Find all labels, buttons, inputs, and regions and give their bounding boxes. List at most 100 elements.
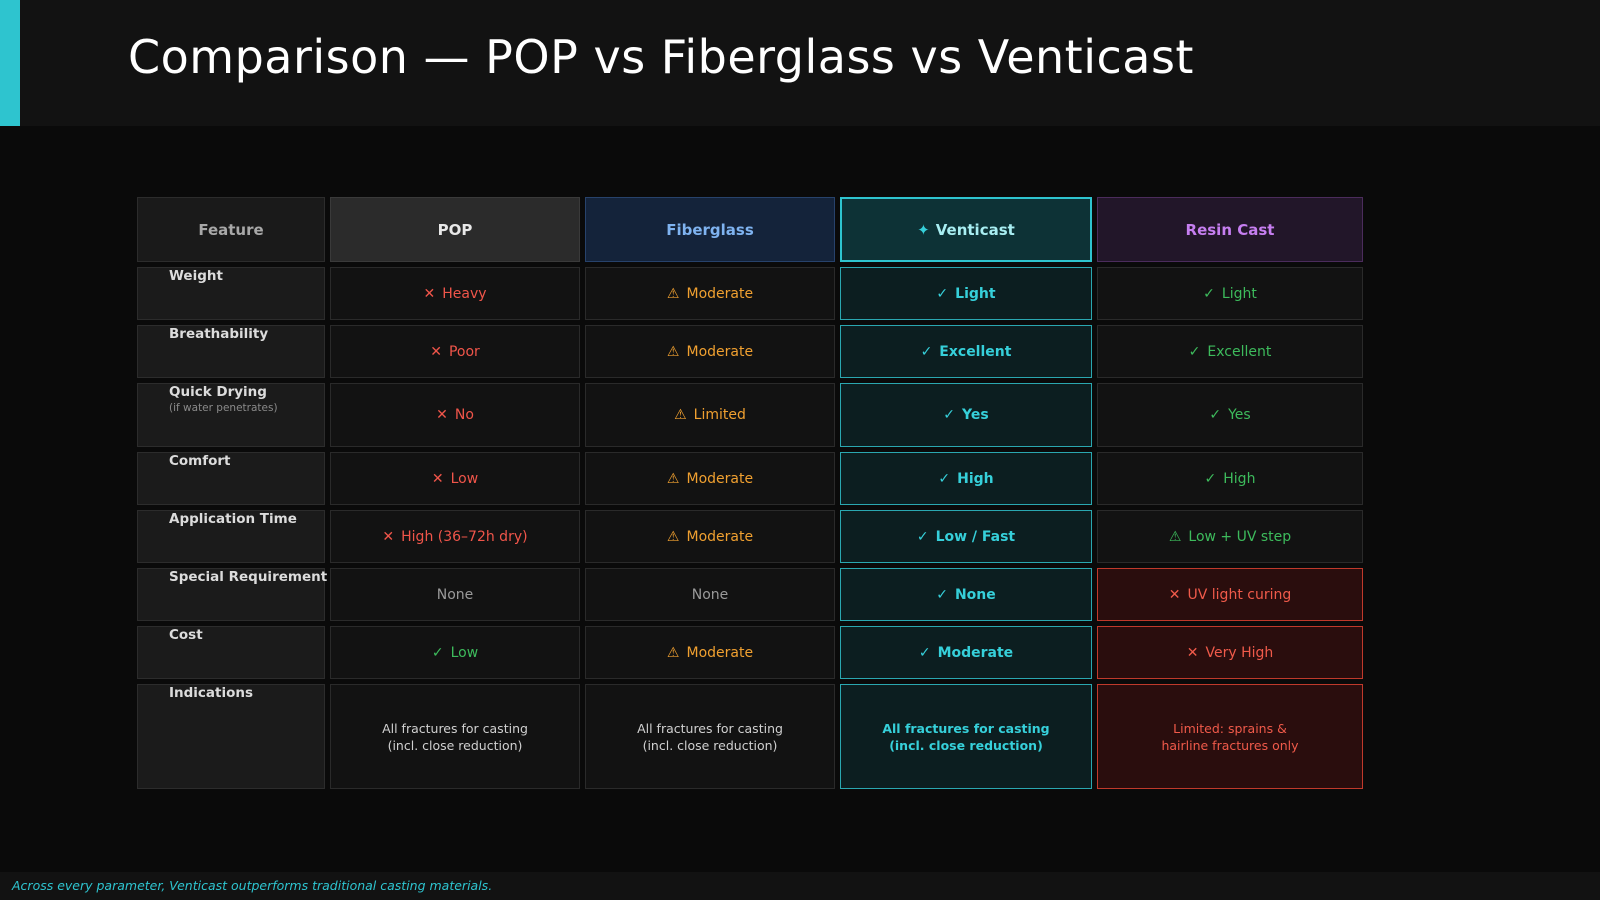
- cell-resin-quick-drying: ✓ Yes: [1097, 383, 1363, 447]
- cell-value: High: [957, 470, 994, 487]
- cell-venticast-application-time: ✓ Low / Fast: [840, 510, 1092, 563]
- cell-value: Moderate: [686, 528, 754, 545]
- cell-value: Low / Fast: [935, 528, 1016, 545]
- check-icon: ✓: [920, 343, 933, 360]
- cell-fiberglass-cost: ⚠ Moderate: [585, 626, 835, 679]
- cell-value: Light: [955, 285, 996, 302]
- cell-value: Heavy: [442, 285, 487, 302]
- comparison-table: Feature POP Fiberglass ✦ Venticast Resin…: [137, 197, 1363, 789]
- cell-pop-weight: ✕ Heavy: [330, 267, 580, 320]
- feature-label: Indications: [169, 685, 254, 701]
- cell-pop-indications: All fractures for casting (incl. close r…: [330, 684, 580, 789]
- feature-comfort: Comfort: [137, 452, 325, 505]
- cell-value: Excellent: [939, 343, 1012, 360]
- cell-pop-comfort: ✕ Low: [330, 452, 580, 505]
- check-icon: ✓: [938, 470, 951, 487]
- cell-venticast-special-requirement: ✓ None: [840, 568, 1092, 621]
- sparkle-icon: ✦: [917, 220, 930, 239]
- cell-line: (incl. close reduction): [387, 737, 523, 753]
- feature-breathability: Breathability: [137, 325, 325, 378]
- feature-label: Application Time: [169, 511, 297, 527]
- cell-line: Limited: sprains &: [1173, 720, 1287, 736]
- cell-venticast-quick-drying: ✓ Yes: [840, 383, 1092, 447]
- cell-value: None: [954, 586, 996, 603]
- cell-value: High (36–72h dry): [401, 528, 528, 545]
- feature-label: Cost: [169, 627, 203, 643]
- cell-value: Light: [1221, 285, 1257, 302]
- feature-quick-drying: Quick Drying (if water penetrates): [137, 383, 325, 447]
- cell-value: Moderate: [686, 644, 754, 661]
- cell-value: UV light curing: [1187, 586, 1292, 603]
- cell-value: Yes: [1228, 407, 1251, 423]
- check-icon: ✓: [943, 407, 956, 423]
- check-icon: ✓: [918, 644, 931, 661]
- cell-resin-special-requirement: ✕ UV light curing: [1097, 568, 1363, 621]
- cell-resin-cost: ✕ Very High: [1097, 626, 1363, 679]
- cross-icon: ✕: [1168, 586, 1181, 603]
- cell-pop-breathability: ✕ Poor: [330, 325, 580, 378]
- cell-fiberglass-comfort: ⚠ Moderate: [585, 452, 835, 505]
- cell-line: All fractures for casting: [637, 720, 783, 736]
- cell-pop-application-time: ✕ High (36–72h dry): [330, 510, 580, 563]
- cell-value: Yes: [962, 407, 989, 423]
- cell-pop-special-requirement: None: [330, 568, 580, 621]
- cell-fiberglass-indications: All fractures for casting (incl. close r…: [585, 684, 835, 789]
- cell-pop-cost: ✓ Low: [330, 626, 580, 679]
- cell-resin-weight: ✓ Light: [1097, 267, 1363, 320]
- check-icon: ✓: [936, 586, 948, 603]
- cell-line: hairline fractures only: [1161, 737, 1299, 753]
- cell-venticast-cost: ✓ Moderate: [840, 626, 1092, 679]
- column-header-feature: Feature: [137, 197, 325, 262]
- check-icon: ✓: [936, 285, 949, 302]
- warning-icon: ⚠: [666, 470, 680, 487]
- feature-label: Special Requirement: [169, 569, 328, 585]
- cell-resin-application-time: ⚠ Low + UV step: [1097, 510, 1363, 563]
- header-bar: Comparison — POP vs Fiberglass vs Ventic…: [0, 0, 1600, 126]
- cell-fiberglass-weight: ⚠ Moderate: [585, 267, 835, 320]
- cell-value: Limited: [693, 407, 746, 423]
- cell-fiberglass-application-time: ⚠ Moderate: [585, 510, 835, 563]
- warning-icon: ⚠: [666, 285, 680, 302]
- feature-label: Weight: [169, 268, 223, 284]
- cell-line: All fractures for casting: [382, 720, 528, 736]
- cell-value: Moderate: [686, 470, 754, 487]
- footer-note: Across every parameter, Venticast outper…: [12, 878, 493, 893]
- column-header-venticast: ✦ Venticast: [840, 197, 1092, 262]
- cell-venticast-weight: ✓ Light: [840, 267, 1092, 320]
- cell-fiberglass-quick-drying: ⚠ Limited: [585, 383, 835, 447]
- cell-value: No: [454, 407, 474, 423]
- cross-icon: ✕: [431, 470, 444, 487]
- feature-application-time: Application Time: [137, 510, 325, 563]
- cell-value: Moderate: [686, 285, 754, 302]
- check-icon: ✓: [1188, 343, 1201, 360]
- feature-special-requirement: Special Requirement: [137, 568, 328, 621]
- cell-line: (incl. close reduction): [889, 737, 1043, 753]
- accent-bar: [0, 0, 20, 126]
- feature-indications: Indications: [137, 684, 325, 789]
- column-header-resin: Resin Cast: [1097, 197, 1363, 262]
- column-header-pop: POP: [330, 197, 580, 262]
- cross-icon: ✕: [436, 407, 448, 423]
- cross-icon: ✕: [382, 528, 395, 545]
- feature-label: Quick Drying: [169, 384, 267, 400]
- cell-resin-comfort: ✓ High: [1097, 452, 1363, 505]
- cell-resin-breathability: ✓ Excellent: [1097, 325, 1363, 378]
- warning-icon: ⚠: [666, 644, 680, 661]
- footer-bar: Across every parameter, Venticast outper…: [0, 872, 1600, 900]
- warning-icon: ⚠: [666, 528, 680, 545]
- cell-line: All fractures for casting: [882, 720, 1050, 736]
- cell-fiberglass-breathability: ⚠ Moderate: [585, 325, 835, 378]
- cell-resin-indications: Limited: sprains & hairline fractures on…: [1097, 684, 1363, 789]
- feature-sublabel: (if water penetrates): [169, 402, 278, 414]
- cell-value: Moderate: [686, 343, 754, 360]
- check-icon: ✓: [431, 644, 444, 661]
- cell-value: Low: [450, 644, 479, 661]
- check-icon: ✓: [1209, 407, 1222, 423]
- cell-venticast-comfort: ✓ High: [840, 452, 1092, 505]
- cell-value: High: [1223, 470, 1256, 487]
- warning-icon: ⚠: [674, 407, 687, 423]
- cell-value: None: [691, 586, 729, 603]
- cell-value: Moderate: [937, 644, 1014, 661]
- cell-value: Low: [450, 470, 479, 487]
- cell-venticast-indications: All fractures for casting (incl. close r…: [840, 684, 1092, 789]
